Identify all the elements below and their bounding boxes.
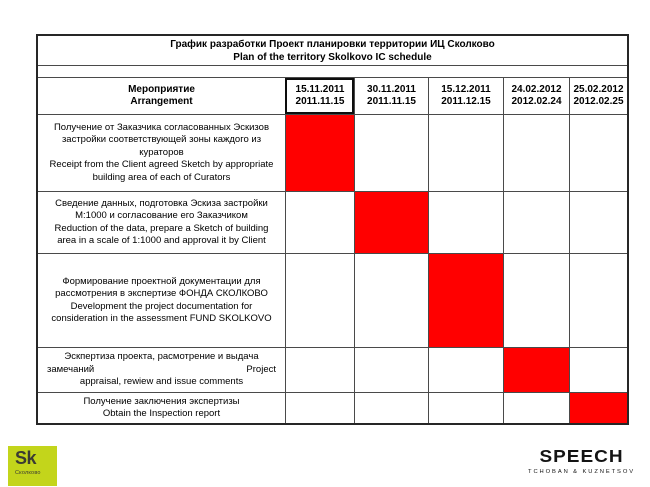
header-date-5: 25.02.2012 2012.02.25 [569,78,627,114]
table-title-en: Plan of the territory Skolkovo IC schedu… [233,51,432,63]
header-arrangement: Мероприятие Arrangement [38,78,285,114]
gantt-cell [503,254,569,347]
spacer-row [38,65,627,77]
gantt-cell [285,254,354,347]
table-row: Эскпертиза проекта, расмотрение и выдача… [38,347,627,392]
gantt-cell [428,393,503,423]
gantt-cell [428,348,503,392]
row-label: Сведение данных, подготовка Эскиза застр… [38,192,285,253]
gantt-cell [503,348,569,392]
table-row: Сведение данных, подготовка Эскиза застр… [38,191,627,253]
table-title: График разработки Проект планировки терр… [38,36,627,65]
table-row: Получение заключения экспертизы Obtain t… [38,392,627,423]
row-label-ru: Получение заключения экспертизы [83,395,240,407]
gantt-cell [428,192,503,253]
header-arrangement-ru: Мероприятие [128,83,195,95]
header-row: Мероприятие Arrangement 15.11.2011 2011.… [38,77,627,114]
header-arrangement-en: Arrangement [130,96,193,107]
gantt-cell [569,254,627,347]
gantt-cell [503,192,569,253]
gantt-cell [428,254,503,347]
header-date-3: 15.12.2011 2011.12.15 [428,78,503,114]
row-label-en: Receipt from the Client agreed Sketch by… [49,159,274,183]
row-label: Формирование проектной документации для … [38,254,285,347]
schedule-table: График разработки Проект планировки терр… [36,34,629,425]
table-row: Формирование проектной документации для … [38,253,627,347]
gantt-cell [354,192,428,253]
table-title-ru: График разработки Проект планировки терр… [170,38,495,50]
row-label: Получение заключения экспертизы Obtain t… [38,393,285,423]
gantt-cell [428,115,503,191]
speech-logo: SPEECH TCHOBAN & KUZNETSOV [528,448,635,475]
skolkovo-logo: Sk Сколково [8,446,57,486]
row-label-ru: Формирование проектной документации для … [55,275,268,300]
row-label-ru: Эскпертиза проекта, расмотрение и выдача [64,351,259,363]
speech-logo-tagline: TCHOBAN & KUZNETSOV [528,469,635,475]
row-label-en: Development the project documentation fo… [51,300,272,325]
row-label-en: Reduction of the data, prepare a Sketch … [54,222,269,247]
row-label: Эскпертиза проекта, расмотрение и выдача… [38,348,285,392]
gantt-cell [503,115,569,191]
header-date-4: 24.02.2012 2012.02.24 [503,78,569,114]
row-label-en: appraisal, rewiew and issue comments [79,376,244,388]
gantt-cell [354,393,428,423]
row-label-ru: Сведение данных, подготовка Эскиза застр… [55,197,268,222]
speech-logo-name: SPEECH [539,447,624,467]
row-label-en: Obtain the Inspection report [102,408,221,419]
skolkovo-logo-caption: Сколково [15,470,41,476]
gantt-cell [285,393,354,423]
gantt-cell [569,115,627,191]
header-date-1: 15.11.2011 2011.11.15 [285,78,354,114]
gantt-cell [503,393,569,423]
gantt-cell [285,348,354,392]
gantt-cell [354,348,428,392]
skolkovo-logo-mark: Sk [15,448,37,468]
gantt-cell [569,348,627,392]
gantt-cell [285,192,354,253]
header-date-2: 30.11.2011 2011.11.15 [354,78,428,114]
gantt-cell [354,115,428,191]
gantt-cell [569,393,627,423]
row-label: Получение от Заказчика согласованных Эск… [38,115,285,191]
row-label-justified-line: замечаний Project [47,363,276,375]
gantt-cell [569,192,627,253]
gantt-cell [354,254,428,347]
gantt-cell [285,115,354,191]
table-row: Получение от Заказчика согласованных Эск… [38,114,627,191]
row-label-ru: Получение от Заказчика согласованных Эск… [53,121,270,158]
